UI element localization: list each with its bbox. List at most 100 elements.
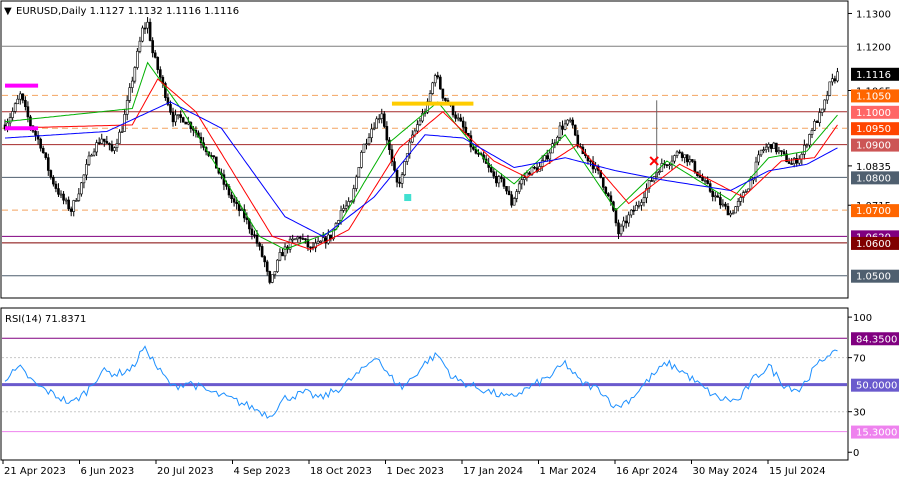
candle-body	[255, 234, 259, 244]
candle-body	[49, 170, 53, 178]
level-tag-label: 1.1050	[856, 91, 891, 102]
level-tag	[851, 89, 899, 103]
candle-body	[362, 143, 366, 153]
candle-body	[324, 237, 328, 244]
candle-body	[820, 108, 824, 113]
candle-body	[181, 117, 185, 123]
candle-body	[734, 206, 737, 214]
candle-body	[815, 121, 819, 123]
candle-body	[456, 117, 460, 120]
candle-body	[393, 161, 396, 171]
time-tick-label: 18 Oct 2023	[310, 466, 372, 477]
candle-body	[759, 149, 763, 156]
candle-body	[95, 142, 98, 153]
candle-body	[400, 174, 404, 184]
level-tag-label: 1.0900	[856, 141, 891, 152]
candle-body	[688, 159, 692, 163]
candle-body	[118, 131, 121, 144]
candle-body	[607, 193, 610, 197]
candle-body	[29, 116, 32, 127]
candle-body	[711, 191, 715, 197]
candle-body	[495, 175, 498, 184]
candle-body	[390, 149, 394, 162]
rsi-line	[4, 345, 838, 419]
candle-body	[601, 177, 605, 188]
candle-body	[721, 203, 725, 206]
candle-body	[110, 144, 114, 151]
candle-body	[367, 137, 371, 145]
candle-body	[36, 135, 40, 140]
candle-body	[375, 118, 378, 129]
candle-body	[176, 114, 180, 116]
candle-body	[365, 143, 368, 146]
candle-body	[327, 234, 330, 244]
chart-markers	[5, 83, 659, 202]
candle-body	[502, 178, 506, 187]
candle-body	[604, 186, 608, 194]
candle-body	[459, 117, 462, 122]
candle-body	[624, 220, 628, 224]
candle-body	[41, 147, 45, 154]
candle-body	[441, 88, 445, 99]
candle-body	[716, 195, 720, 198]
candle-body	[13, 103, 17, 112]
candle-body	[510, 194, 513, 206]
level-tag-label: 1.0700	[856, 206, 891, 217]
header-arrow[interactable]: ▼	[4, 6, 12, 17]
time-tick-label: 1 Dec 2023	[387, 466, 445, 477]
candle-body	[151, 40, 154, 54]
candle-body	[370, 128, 373, 138]
candle-body	[785, 153, 788, 163]
candle-body	[685, 154, 689, 163]
candle-body	[693, 161, 697, 173]
candle-body	[767, 144, 771, 148]
price-levels	[2, 45, 847, 277]
marker-cross	[649, 156, 659, 166]
candle-body	[739, 197, 743, 202]
candle-body	[11, 111, 14, 118]
candle-body	[836, 71, 839, 82]
candle-body	[617, 222, 620, 235]
candle-body	[792, 158, 796, 165]
candle-body	[321, 237, 325, 242]
candle-body	[67, 199, 70, 210]
candle-body	[69, 208, 73, 212]
candlesticks	[3, 17, 839, 285]
candle-body	[54, 183, 58, 189]
candle-body	[385, 126, 389, 141]
candle-body	[74, 200, 78, 202]
candle-body	[492, 171, 496, 177]
rsi-plot	[2, 337, 847, 433]
candle-body	[87, 155, 91, 165]
candle-body	[148, 21, 152, 41]
chart-title: EURUSD,Daily 1.1127 1.1132 1.1116 1.1116	[16, 6, 239, 17]
candle-body	[64, 199, 68, 202]
candle-body	[258, 243, 261, 247]
candle-body	[831, 78, 834, 83]
candle-body	[245, 217, 249, 220]
candle-body	[77, 193, 81, 201]
candle-body	[21, 93, 25, 101]
candle-body	[102, 138, 106, 142]
candle-body	[775, 142, 778, 153]
candle-body	[701, 176, 704, 181]
candle-body	[97, 142, 101, 144]
price-tick-label: 1.0835	[856, 162, 891, 173]
candle-body	[291, 238, 294, 241]
candle-body	[158, 69, 162, 78]
candle-body	[92, 151, 96, 156]
candle-body	[713, 195, 717, 198]
candle-body	[500, 176, 503, 179]
candle-body	[26, 106, 30, 118]
candle-body	[589, 160, 592, 163]
candle-body	[214, 156, 218, 169]
candle-body	[803, 144, 806, 155]
candle-body	[489, 167, 493, 173]
candle-body	[319, 240, 322, 243]
ma-line-red	[4, 78, 838, 251]
time-tick-label: 16 Apr 2024	[616, 466, 678, 477]
candle-body	[57, 188, 60, 195]
candle-body	[528, 172, 531, 175]
level-tag	[851, 105, 899, 119]
